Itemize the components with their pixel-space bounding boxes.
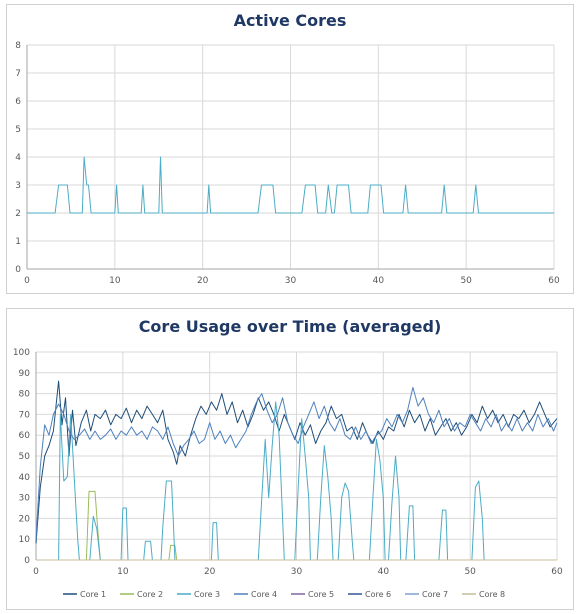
y-tick-label: 20 — [19, 514, 31, 524]
y-tick-label: 5 — [15, 125, 21, 135]
y-tick-label: 1 — [15, 237, 21, 247]
y-tick-label: 6 — [15, 97, 21, 107]
chart-title: Active Cores — [233, 11, 347, 30]
y-tick-label: 60 — [19, 431, 31, 441]
legend-label: Core 8 — [479, 590, 505, 599]
x-tick-label: 40 — [378, 567, 390, 577]
gridlines — [26, 44, 555, 270]
active-cores-plot: 0 1 2 3 4 5 6 7 8 0 10 20 30 40 50 60 — [15, 41, 560, 286]
chart-title: Core Usage over Time (averaged) — [138, 317, 442, 336]
core-usage-plot: 0 10 20 30 40 50 60 70 80 90 100 0 10 20 30 40 50 60 Core … — [13, 348, 563, 599]
series-line-4 — [35, 386, 558, 540]
legend-label: Core 7 — [422, 590, 448, 599]
y-tick-label: 0 — [15, 265, 21, 275]
core-usage-chart: Core Usage over Time (averaged) 0 10 20 30 4… — [6, 308, 574, 610]
legend-label: Core 5 — [308, 590, 334, 599]
y-tick-label: 80 — [19, 390, 31, 400]
y-tick-label: 0 — [24, 556, 30, 566]
y-tick-label: 50 — [19, 452, 31, 462]
legend-label: Core 6 — [365, 590, 391, 599]
x-tick-label: 60 — [548, 276, 560, 286]
x-tick-label: 60 — [551, 567, 563, 577]
x-tick-label: 10 — [117, 567, 129, 577]
legend-label: Core 1 — [80, 590, 106, 599]
legend-label: Core 4 — [251, 590, 277, 599]
x-tick-label: 0 — [24, 276, 30, 286]
x-tick-label: 30 — [291, 567, 303, 577]
y-tick-label: 10 — [19, 535, 31, 545]
x-tick-label: 50 — [464, 567, 476, 577]
active-cores-chart: Active Cores 0 1 2 3 4 5 6 7 8 0 10 20 30 40 50 60 — [6, 4, 574, 294]
x-tick-label: 20 — [197, 276, 209, 286]
x-tick-label: 50 — [460, 276, 472, 286]
x-tick-label: 20 — [204, 567, 216, 577]
x-tick-label: 30 — [285, 276, 297, 286]
y-tick-label: 2 — [15, 209, 21, 219]
y-tick-label: 90 — [19, 369, 31, 379]
legend: Core 1 Core 2 Core 3 Core 4 Core 5 Core 6 Core… — [63, 590, 505, 599]
series-line-1 — [27, 156, 554, 214]
legend-label: Core 2 — [137, 590, 163, 599]
x-tick-label: 40 — [373, 276, 385, 286]
y-tick-label: 40 — [19, 473, 31, 483]
legend-label: Core 3 — [194, 590, 220, 599]
y-tick-label: 3 — [15, 181, 21, 191]
y-tick-label: 7 — [15, 69, 21, 79]
x-tick-label: 0 — [33, 567, 39, 577]
y-tick-label: 70 — [19, 410, 31, 420]
y-tick-label: 8 — [15, 41, 21, 51]
y-tick-label: 100 — [13, 348, 30, 358]
y-tick-label: 30 — [19, 494, 31, 504]
x-tick-label: 10 — [109, 276, 121, 286]
y-tick-label: 4 — [15, 153, 21, 163]
